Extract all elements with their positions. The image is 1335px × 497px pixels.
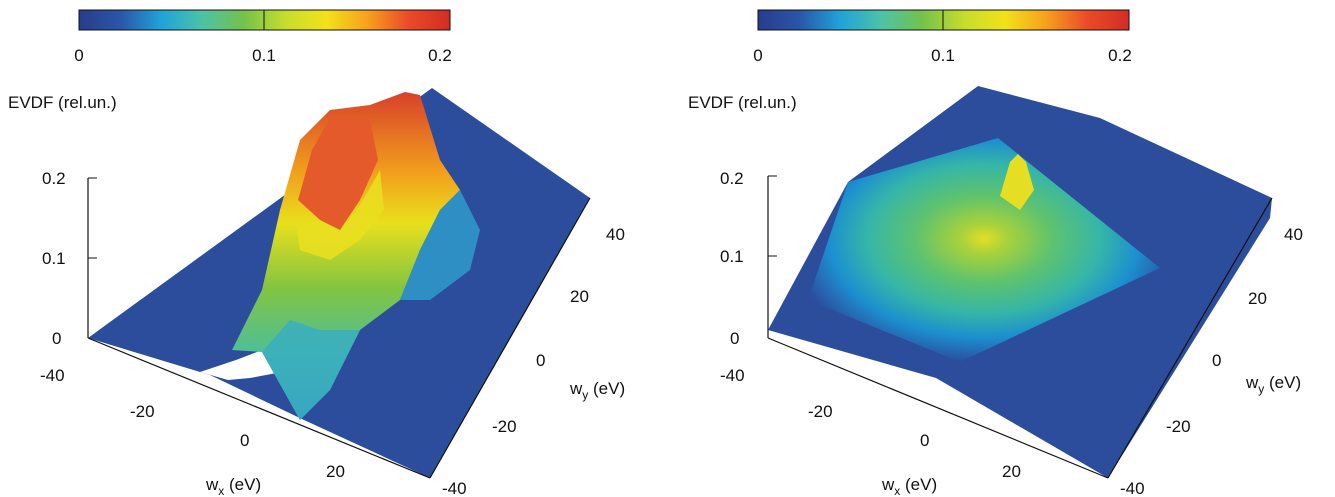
left-x-tick-1: -20	[130, 402, 155, 421]
colorbar-right-tick-0: 0	[753, 46, 762, 65]
right-y-tick-3: 20	[1248, 289, 1267, 308]
right-surface-peak	[1000, 154, 1034, 210]
left-z-tick-2: 0.2	[42, 169, 66, 188]
right-surface-pyramid	[808, 138, 1160, 362]
right-y-tick-4: 40	[1284, 225, 1303, 244]
left-y-tick-0: -40	[442, 479, 467, 497]
left-z-axis-label: EVDF (rel.un.)	[8, 93, 117, 112]
colorbar-left-tick-0: 0	[74, 46, 83, 65]
right-z-tick-0: 0	[730, 329, 739, 348]
left-panel: 0 0.1 0.2 EVDF (rel.un.) 0 0.1 0.2 -40 -…	[8, 9, 625, 497]
left-ridge-peak	[298, 115, 378, 230]
left-x-tick-0: -40	[40, 366, 65, 385]
colorbar-right-tick-2: 0.2	[1108, 46, 1132, 65]
left-z-tick-0: 0	[52, 329, 61, 348]
colorbar-left-tick-2: 0.2	[428, 46, 452, 65]
right-y-axis-label: wy (eV)	[1245, 373, 1301, 396]
left-y-tick-2: 0	[536, 351, 545, 370]
left-y-tick-3: 20	[570, 287, 589, 306]
right-y-axis	[1107, 197, 1273, 479]
right-x-axis-label: wx (eV)	[881, 475, 937, 497]
left-y-axis-label: wy (eV)	[569, 379, 625, 402]
left-x-tick-2: 0	[240, 431, 249, 450]
left-ridge-front	[262, 320, 360, 420]
right-y-tick-1: -20	[1166, 417, 1191, 436]
left-x-tick-3: 20	[326, 462, 345, 481]
right-z-axis-label: EVDF (rel.un.)	[688, 93, 797, 112]
left-y-tick-1: -20	[492, 417, 517, 436]
left-ridge-side	[400, 190, 480, 300]
colorbar-left-tick-1: 0.1	[252, 46, 276, 65]
right-z-tick-2: 0.2	[720, 169, 744, 188]
left-surface-gap	[200, 350, 282, 380]
right-y-tick-2: 0	[1212, 351, 1221, 370]
left-y-tick-4: 40	[606, 225, 625, 244]
right-panel: 0 0.1 0.2 EVDF (rel.un.) 0 0.1 0.2 -40 -…	[688, 9, 1303, 497]
right-y-tick-0: -40	[1120, 479, 1145, 497]
left-z-tick-1: 0.1	[42, 249, 66, 268]
left-ridge-yellow	[296, 170, 384, 260]
left-y-axis	[429, 197, 591, 479]
left-x-axis	[87, 337, 431, 479]
right-x-axis	[767, 337, 1109, 479]
left-x-axis-label: wx (eV)	[205, 475, 261, 497]
colorbar-right-tick-1: 0.1	[931, 46, 955, 65]
right-z-tick-1: 0.1	[720, 247, 744, 266]
right-x-tick-1: -20	[808, 402, 833, 421]
right-x-tick-2: 0	[920, 431, 929, 450]
right-x-tick-3: 20	[1002, 462, 1021, 481]
right-x-tick-0: -40	[720, 366, 745, 385]
